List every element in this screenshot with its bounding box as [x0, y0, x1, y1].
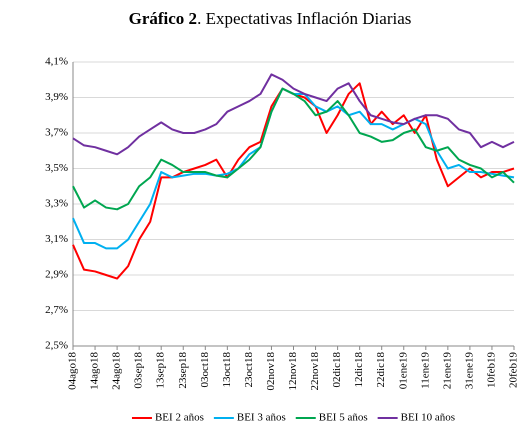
- title-bold: Gráfico 2: [129, 9, 197, 28]
- y-tick-label: 2,5%: [45, 340, 68, 352]
- y-tick-label: 3,5%: [45, 162, 68, 174]
- x-tick-label: 23sep18: [177, 352, 189, 389]
- x-tick-label: 24ago18: [111, 352, 123, 390]
- legend-label: BEI 10 años: [401, 412, 455, 424]
- legend-label: BEI 3 años: [237, 412, 286, 424]
- x-tick-label: 02nov18: [265, 352, 277, 391]
- x-tick-label: 31ene19: [463, 352, 475, 390]
- x-tick-label: 13sep18: [155, 352, 167, 389]
- y-tick-label: 2,7%: [45, 304, 68, 316]
- series-line: [72, 82, 515, 280]
- x-tick-label: 10feb19: [485, 352, 497, 389]
- chart-title: Gráfico 2. Expectativas Inflación Diaria…: [129, 9, 412, 28]
- x-tick-label: 23oct18: [243, 352, 255, 388]
- legend: BEI 2 años BEI 3 años BEI 5 años BEI 10 año…: [131, 412, 455, 424]
- x-tick-label: 02dic18: [331, 352, 343, 388]
- legend-label: BEI 5 años: [319, 412, 368, 424]
- y-tick-label: 3,9%: [45, 91, 68, 103]
- y-tick-label: 3,7%: [45, 127, 68, 139]
- y-tick-label: 3,1%: [45, 233, 68, 245]
- legend-label: BEI 2 años: [155, 412, 204, 424]
- title-text: . Expectativas Inflación Diarias: [197, 9, 411, 28]
- x-tick-label: 20feb19: [508, 352, 520, 389]
- series-line: [72, 73, 515, 156]
- x-tick-label: 03sep18: [133, 352, 145, 389]
- x-tick-label: 22dic18: [375, 352, 387, 388]
- x-tick-label: 12dic18: [353, 352, 365, 388]
- series-line: [72, 87, 515, 211]
- x-tick-label: 21ene19: [441, 352, 453, 390]
- x-tick-label: 11ene19: [419, 352, 431, 389]
- y-tick-label: 3,3%: [45, 198, 68, 210]
- y-tick-label: 2,9%: [45, 269, 68, 281]
- x-tick-label: 03oct18: [199, 352, 211, 388]
- x-tick-label: 14ago18: [89, 352, 101, 390]
- x-tick-label: 01ene19: [397, 352, 409, 390]
- x-tick-label: 12nov18: [287, 352, 299, 391]
- y-tick-label: 4,1%: [45, 56, 68, 68]
- x-tick-label: 22nov18: [309, 352, 321, 391]
- x-tick-label: 04ago18: [67, 352, 79, 390]
- x-tick-label: 13oct18: [221, 352, 233, 388]
